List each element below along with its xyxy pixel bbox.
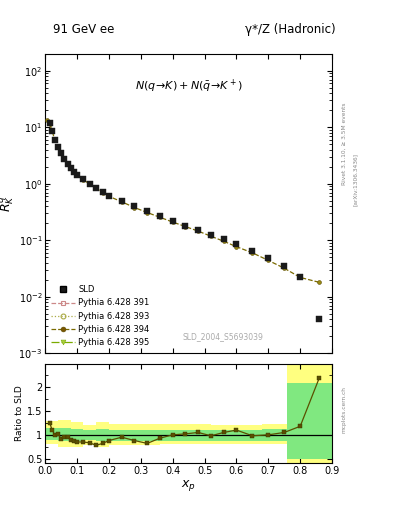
Text: Rivet 3.1.10, ≥ 3.5M events: Rivet 3.1.10, ≥ 3.5M events bbox=[342, 102, 346, 185]
Y-axis label: $R^q_K$: $R^q_K$ bbox=[0, 195, 17, 212]
Text: γ*/Z (Hadronic): γ*/Z (Hadronic) bbox=[245, 23, 336, 36]
Y-axis label: Ratio to SLD: Ratio to SLD bbox=[15, 386, 24, 441]
Legend: SLD, Pythia 6.428 391, Pythia 6.428 393, Pythia 6.428 394, Pythia 6.428 395: SLD, Pythia 6.428 391, Pythia 6.428 393,… bbox=[48, 282, 153, 350]
Text: $N(q\!\rightarrow\! K)+N(\bar{q}\!\rightarrow\! K^+)$: $N(q\!\rightarrow\! K)+N(\bar{q}\!\right… bbox=[134, 78, 243, 95]
Text: 91 GeV ee: 91 GeV ee bbox=[53, 23, 114, 36]
X-axis label: $x_p$: $x_p$ bbox=[181, 478, 196, 493]
Text: [arXiv:1306.3436]: [arXiv:1306.3436] bbox=[353, 153, 358, 206]
Text: mcplots.cern.ch: mcplots.cern.ch bbox=[342, 386, 346, 433]
Text: SLD_2004_S5693039: SLD_2004_S5693039 bbox=[183, 332, 263, 342]
